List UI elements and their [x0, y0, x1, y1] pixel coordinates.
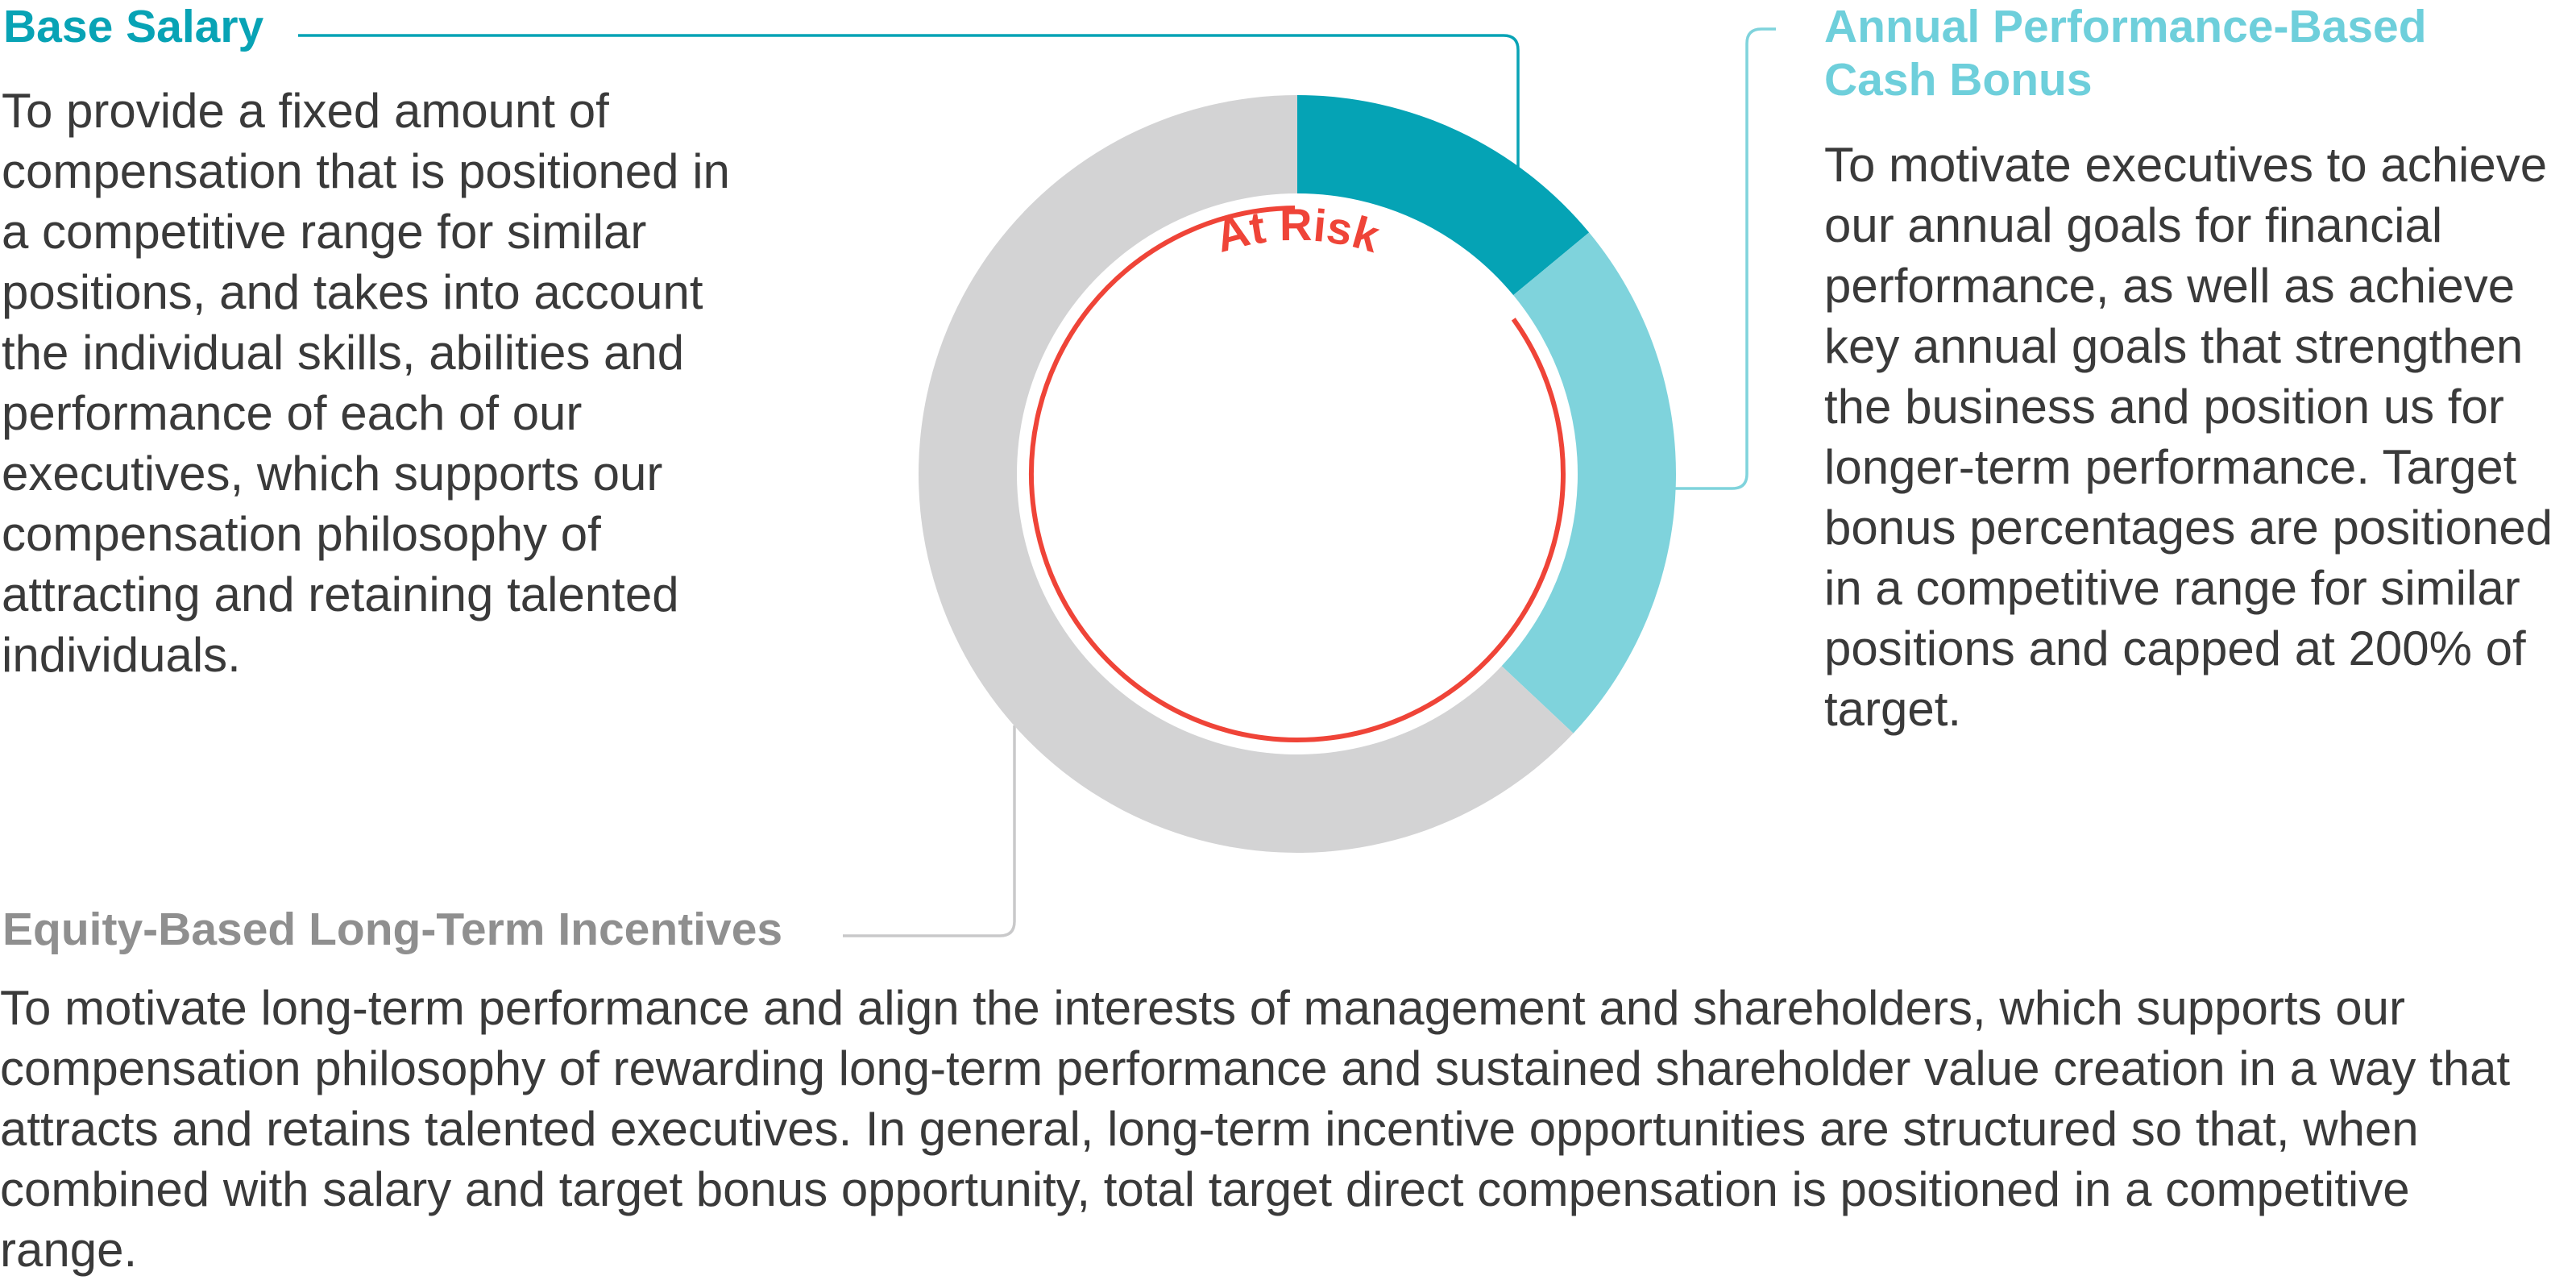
equity-title: Equity-Based Long-Term Incentives [2, 904, 783, 955]
base-salary-connector [298, 34, 1520, 171]
at-risk-label: At Risk [1210, 199, 1386, 262]
donut-slice-annual-performance-based-cash-bonus [1501, 232, 1676, 734]
donut-slices [919, 95, 1676, 853]
bonus-connector [1671, 27, 1776, 490]
donut-slice-equity-based-long-term-incentives [919, 95, 1574, 853]
bonus-title: Annual Performance-Based Cash Bonus [1824, 1, 2427, 106]
donut-slice-base-salary [1297, 95, 1590, 296]
at-risk-ring [1029, 206, 1566, 742]
equity-connector [843, 725, 1016, 937]
base-salary-description: To provide a fixed amount of compensatio… [2, 84, 730, 682]
at-risk-group: At Risk [1029, 199, 1566, 742]
equity-description: To motivate long-term performance and al… [0, 981, 2511, 1277]
base-salary-title: Base Salary [3, 1, 264, 52]
bonus-description: To motivate executives to achieve our an… [1824, 138, 2553, 736]
donut-chart: At Risk [919, 95, 1676, 853]
